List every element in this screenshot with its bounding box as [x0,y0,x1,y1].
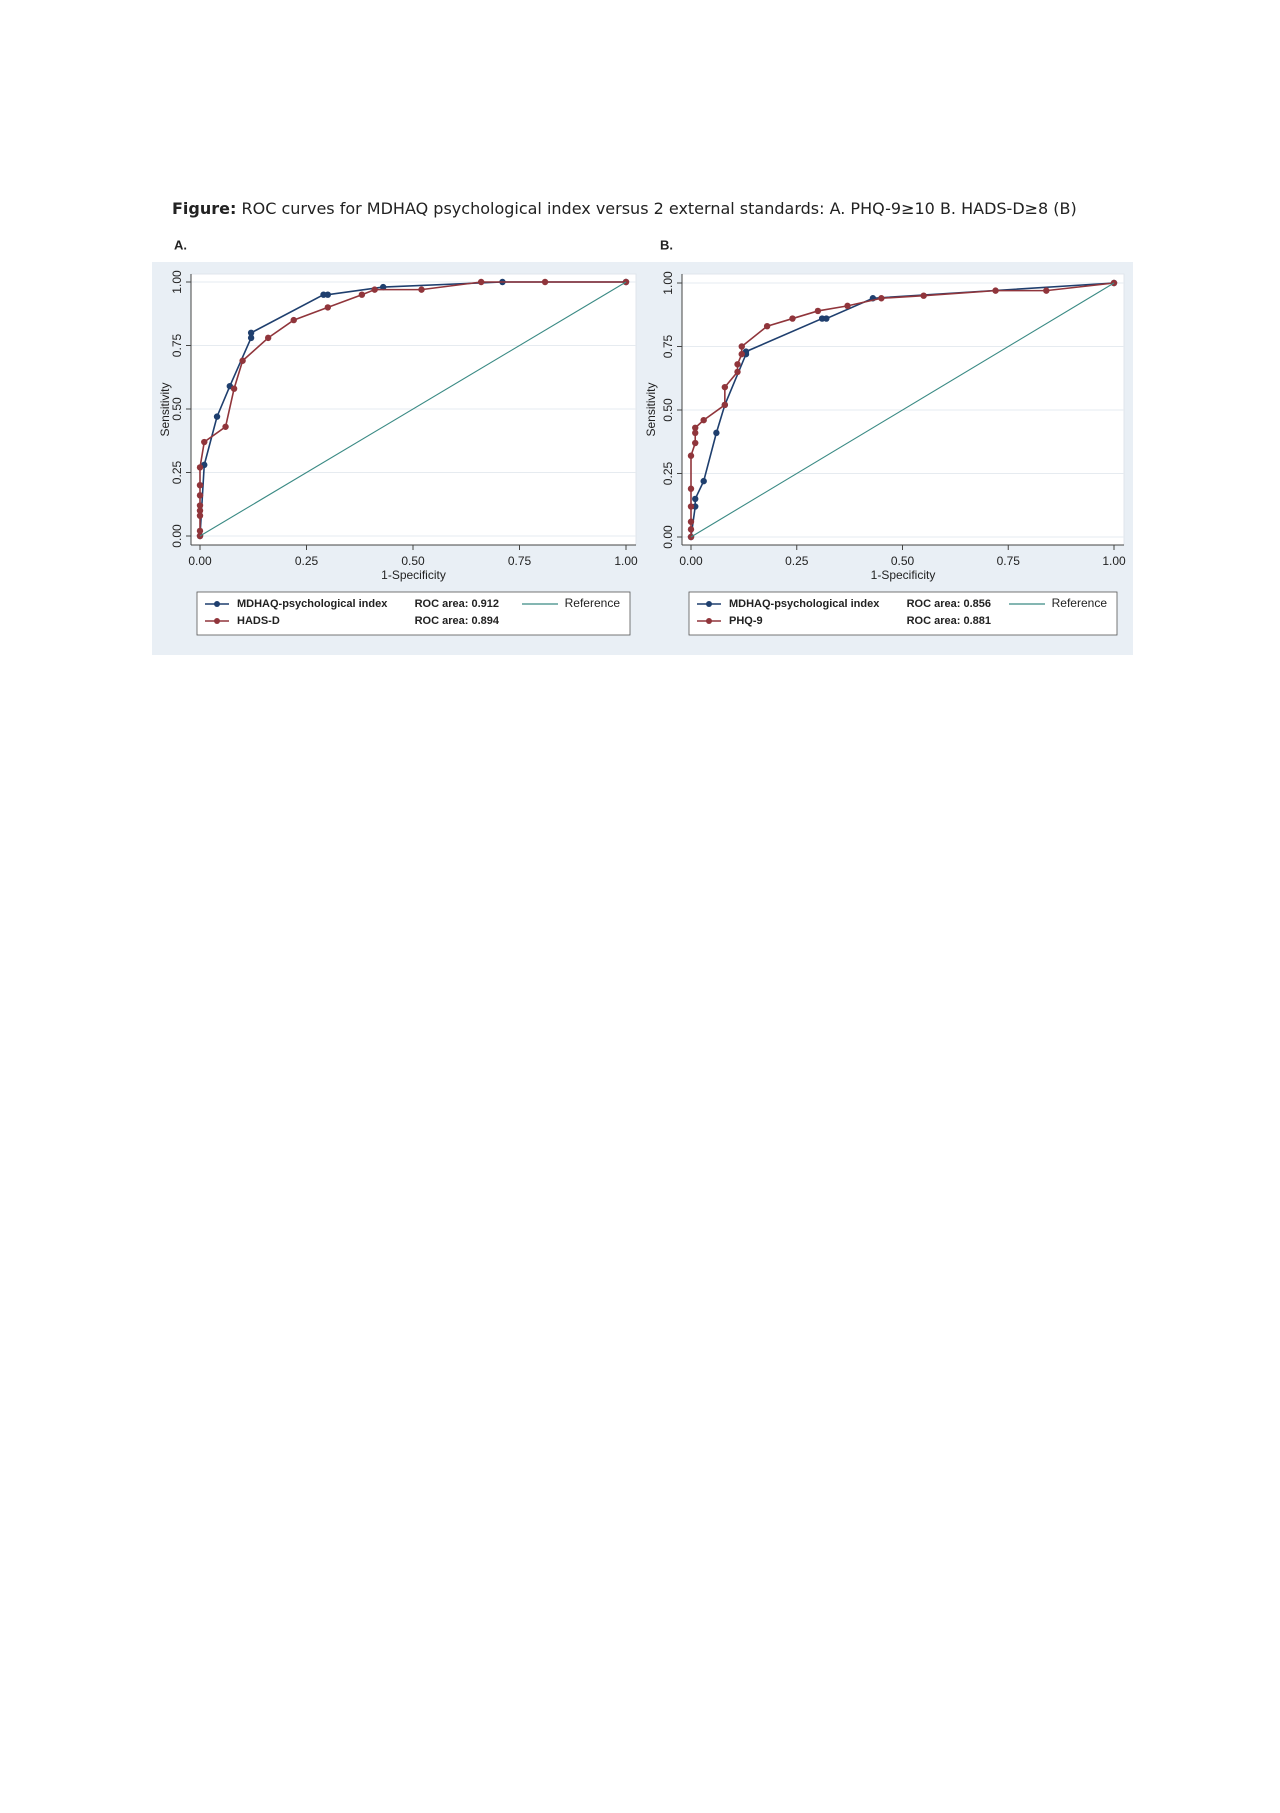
y-tick-label: 0.75 [170,333,184,357]
roc-point [878,295,885,302]
legend-box [688,591,1118,636]
y-tick-label: 0.50 [661,398,675,422]
roc-point [763,322,771,330]
legend-label: MDHAQ-psychological index [237,598,388,610]
legend-note: ROC area: 0.912 [415,598,499,610]
y-tick-label: 0.00 [170,524,184,548]
roc-point [692,439,699,447]
roc-point [687,485,695,492]
x-tick-label: 1.00 [1102,554,1126,568]
roc-point [541,278,549,286]
roc-point [713,429,720,437]
roc-point [196,502,204,509]
x-tick-label: 0.75 [508,554,532,568]
caption: Figure: ROC curves for MDHAQ psychologic… [172,199,1077,218]
y-tick-label: 0.00 [661,525,675,549]
roc-point [358,291,366,298]
y-tick-label: 0.25 [661,461,675,485]
roc-point [239,357,246,364]
roc-point [247,334,255,342]
roc-point [201,438,208,446]
x-tick-label: 0.00 [188,554,212,568]
x-axis-label: 1-Specificity [871,568,936,582]
legend-marker [706,618,712,624]
roc-point [721,401,729,409]
y-tick-label: 1.00 [661,271,675,295]
roc-point [823,315,830,322]
roc-point [700,416,707,424]
legend-note: ROC area: 0.856 [907,598,991,610]
roc-point [1043,287,1050,294]
roc-point [992,287,999,294]
legend-marker [706,601,712,607]
x-tick-label: 1.00 [614,554,638,568]
legend-marker [214,618,220,624]
legend-box [196,591,631,636]
y-axis-label: Sensitivity [158,382,172,436]
roc-point [418,286,425,293]
panel-title: B. [660,237,673,252]
roc-point [721,383,729,391]
roc-point [196,527,204,535]
roc-point [324,291,331,298]
roc-point [196,464,204,471]
roc-point [687,518,695,525]
roc-point [734,368,741,376]
y-tick-label: 0.25 [170,460,184,484]
roc-point [213,413,221,420]
roc-point [379,283,387,291]
roc-point [247,329,255,336]
roc-point [196,512,204,519]
x-tick-label: 0.50 [891,554,915,568]
x-tick-label: 0.25 [295,554,319,568]
x-tick-label: 0.75 [997,554,1021,568]
legend-label: MDHAQ-psychological index [729,598,880,610]
panel-title: A. [174,237,187,252]
y-tick-label: 0.75 [661,334,675,358]
roc-point [264,334,272,342]
roc-point [692,429,699,437]
roc-point [700,477,707,485]
x-tick-label: 0.00 [679,554,703,568]
roc-point [230,385,238,392]
caption-label: Figure: [172,199,236,218]
legend-label: HADS-D [237,615,280,627]
roc-point [687,452,695,459]
roc-point [371,286,378,293]
roc-point [687,503,695,510]
roc-point [738,343,745,350]
roc-point [789,315,796,322]
legend-note: ROC area: 0.881 [907,615,991,627]
roc-point [477,278,485,286]
roc-line [690,282,1115,538]
roc-point [222,423,229,430]
roc-point [692,424,699,431]
roc-point [692,495,699,503]
caption-text: ROC curves for MDHAQ psychological index… [242,199,1077,218]
legend-label: Reference [1052,596,1108,610]
roc-point [196,482,204,489]
y-tick-label: 1.00 [170,270,184,294]
roc-point [814,307,822,315]
roc-point [738,350,745,358]
x-tick-label: 0.25 [785,554,809,568]
roc-point [734,361,741,368]
y-axis-label: Sensitivity [644,382,658,436]
roc-point [324,304,331,311]
legend-note: ROC area: 0.894 [415,615,500,627]
roc-point [920,292,927,299]
roc-point [196,492,204,499]
roc-point [844,302,851,310]
x-axis-label: 1-Specificity [381,568,446,582]
legend-marker [214,601,220,607]
y-tick-label: 0.50 [170,397,184,421]
legend-label: Reference [565,596,621,610]
roc-point [196,507,204,514]
legend-label: PHQ-9 [729,615,763,627]
roc-line [199,281,627,537]
roc-point [290,316,297,324]
x-tick-label: 0.50 [401,554,425,568]
roc-point [687,526,695,533]
